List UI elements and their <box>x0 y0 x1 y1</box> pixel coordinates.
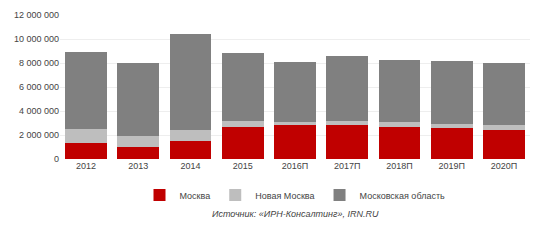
svg-text:2019П: 2019П <box>438 161 465 171</box>
svg-text:2012: 2012 <box>76 161 96 171</box>
svg-text:2 000 000: 2 000 000 <box>19 130 59 140</box>
svg-text:Московская область: Московская область <box>360 191 445 201</box>
svg-text:2020П: 2020П <box>491 161 518 171</box>
svg-text:2016П: 2016П <box>282 161 309 171</box>
svg-text:Москва: Москва <box>180 191 211 201</box>
svg-text:2018П: 2018П <box>386 161 413 171</box>
svg-text:10 000 000: 10 000 000 <box>14 34 59 44</box>
svg-text:4 000 000: 4 000 000 <box>19 106 59 116</box>
svg-text:2017П: 2017П <box>334 161 361 171</box>
svg-text:12 000 000: 12 000 000 <box>14 10 59 20</box>
svg-text:6 000 000: 6 000 000 <box>19 82 59 92</box>
svg-text:Источник: «ИРН-Консалтинг», IR: Источник: «ИРН-Консалтинг», IRN.RU <box>212 209 379 219</box>
svg-text:2015: 2015 <box>233 161 253 171</box>
svg-text:Новая Москва: Новая Москва <box>255 191 314 201</box>
svg-text:8 000 000: 8 000 000 <box>19 58 59 68</box>
svg-text:2013: 2013 <box>128 161 148 171</box>
svg-text:2014: 2014 <box>181 161 201 171</box>
svg-text:0: 0 <box>54 154 59 164</box>
